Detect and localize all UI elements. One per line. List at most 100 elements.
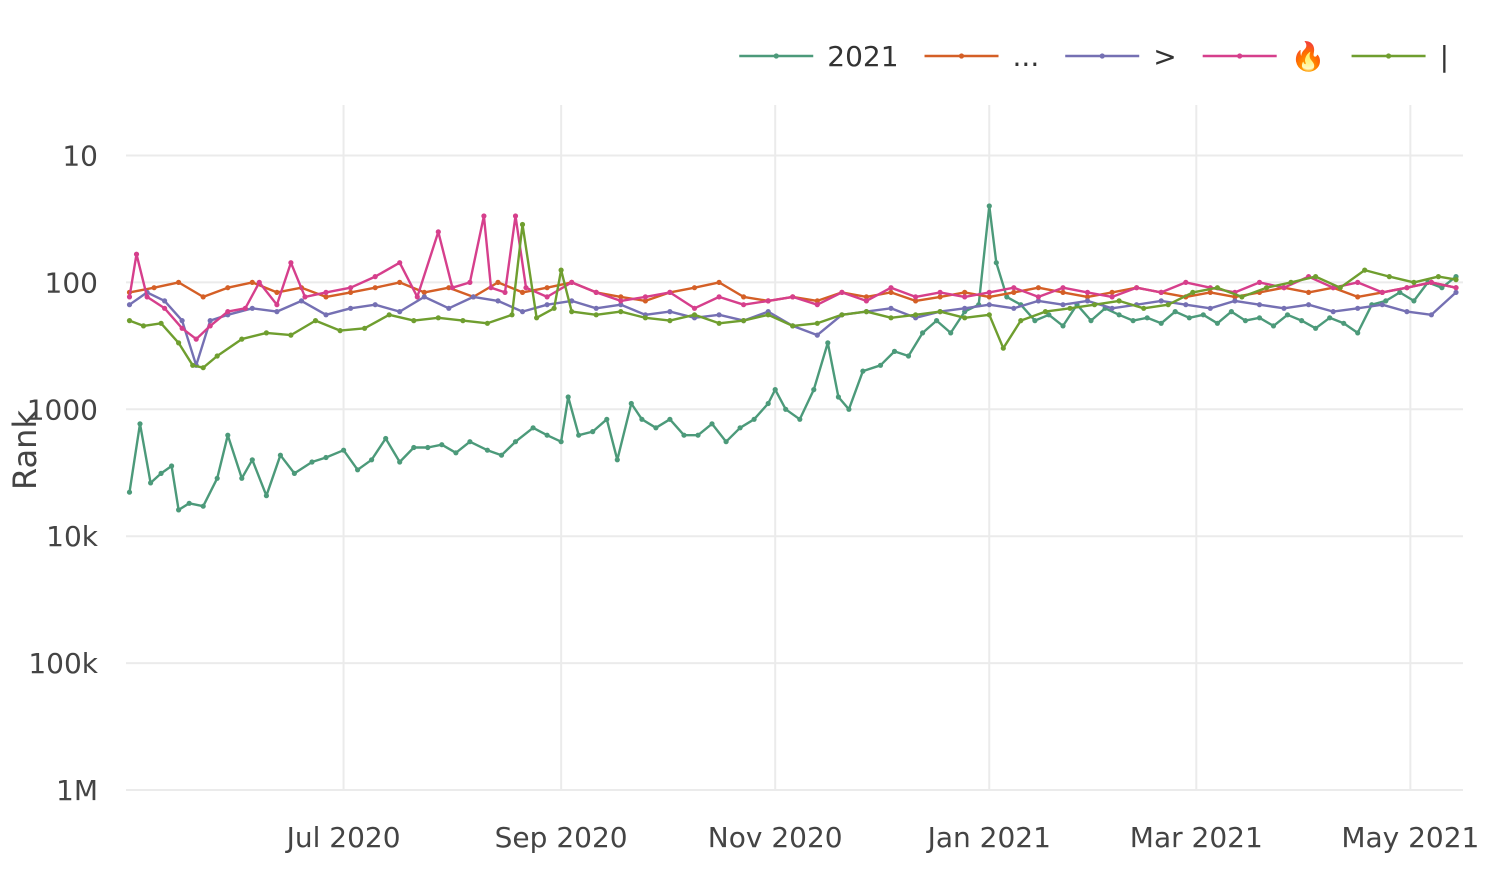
data-point [790, 294, 796, 300]
data-point [962, 305, 968, 311]
legend-label: ... [1013, 40, 1040, 73]
data-point [162, 298, 168, 304]
legend-label: 🔥 [1291, 40, 1326, 73]
data-point [509, 312, 515, 318]
legend-item[interactable]: | [1351, 40, 1449, 73]
data-point [312, 318, 319, 324]
data-point [207, 323, 213, 329]
data-point [986, 312, 992, 318]
data-point [863, 309, 870, 315]
data-point [534, 315, 540, 321]
data-point [1228, 309, 1234, 315]
data-point [1067, 305, 1073, 311]
data-point [716, 279, 722, 285]
x-tick-label: Sep 2020 [495, 821, 628, 854]
data-point [176, 279, 182, 285]
data-point [239, 336, 245, 342]
data-point [558, 267, 564, 273]
data-point [1172, 309, 1178, 315]
data-point [1183, 302, 1189, 308]
data-point [1288, 279, 1294, 285]
data-point [1453, 285, 1459, 291]
data-point [1130, 318, 1136, 324]
data-point [383, 435, 389, 442]
data-point [530, 425, 536, 431]
data-point [863, 298, 870, 304]
grid-lines [126, 105, 1463, 791]
data-point [642, 294, 649, 300]
data-point [263, 493, 269, 499]
data-point [291, 470, 297, 476]
data-point [1439, 285, 1445, 291]
data-point [414, 294, 420, 300]
data-point [1330, 309, 1336, 315]
data-point [1084, 289, 1091, 295]
data-point [137, 421, 143, 427]
data-point [962, 294, 968, 300]
data-point [618, 298, 624, 304]
data-point [653, 425, 659, 431]
data-point [323, 289, 329, 295]
data-point [888, 289, 894, 295]
data-point [1306, 289, 1312, 295]
legend-swatch-dot [1099, 53, 1105, 59]
data-point [934, 318, 940, 324]
legend-item[interactable]: > [1065, 40, 1177, 73]
y-tick-label: 10k [46, 520, 99, 553]
data-point [551, 305, 557, 311]
data-point [348, 289, 354, 295]
data-point [449, 285, 455, 291]
data-point [667, 309, 673, 315]
data-point [323, 294, 329, 300]
legend[interactable]: 2021... > 🔥 | [739, 40, 1449, 73]
data-point [1256, 315, 1263, 321]
data-point [1032, 318, 1038, 324]
data-point [604, 416, 610, 422]
data-point [1306, 302, 1312, 308]
data-point [274, 289, 280, 295]
data-point [126, 318, 133, 324]
data-point [397, 279, 403, 285]
data-point [1042, 309, 1048, 315]
data-point [913, 294, 919, 300]
data-point [421, 289, 427, 295]
data-point [1183, 279, 1189, 285]
data-point [341, 447, 347, 453]
data-point [888, 285, 894, 291]
data-point [214, 353, 220, 359]
legend-item[interactable]: 🔥 [1202, 40, 1326, 73]
data-point [1411, 298, 1417, 304]
data-point [1281, 305, 1287, 311]
data-point [288, 260, 294, 266]
data-point [1214, 285, 1220, 291]
data-point [667, 289, 673, 295]
data-point [249, 279, 255, 285]
data-point [1207, 289, 1213, 295]
data-point [148, 480, 154, 486]
data-point [126, 489, 133, 495]
y-tick-label: 100k [28, 647, 98, 680]
data-point [1239, 294, 1245, 300]
data-point [1428, 312, 1434, 318]
legend-item[interactable]: ... [924, 40, 1040, 73]
data-point [618, 309, 624, 315]
data-point [274, 302, 280, 308]
data-point [190, 362, 196, 368]
data-point [126, 302, 133, 308]
data-point [1011, 285, 1017, 291]
data-point [695, 432, 701, 438]
data-point [565, 394, 571, 400]
data-point [186, 500, 192, 506]
data-point [681, 432, 687, 438]
y-tick-label: 1M [56, 774, 98, 807]
data-point [355, 467, 361, 473]
data-point [913, 312, 919, 318]
data-point [986, 289, 992, 295]
data-point [1355, 305, 1361, 311]
data-point [1214, 320, 1220, 326]
data-point [1035, 294, 1041, 300]
data-point [1158, 298, 1164, 304]
data-point [179, 325, 185, 331]
data-point [1084, 294, 1091, 300]
legend-item[interactable]: 2021 [739, 40, 899, 73]
